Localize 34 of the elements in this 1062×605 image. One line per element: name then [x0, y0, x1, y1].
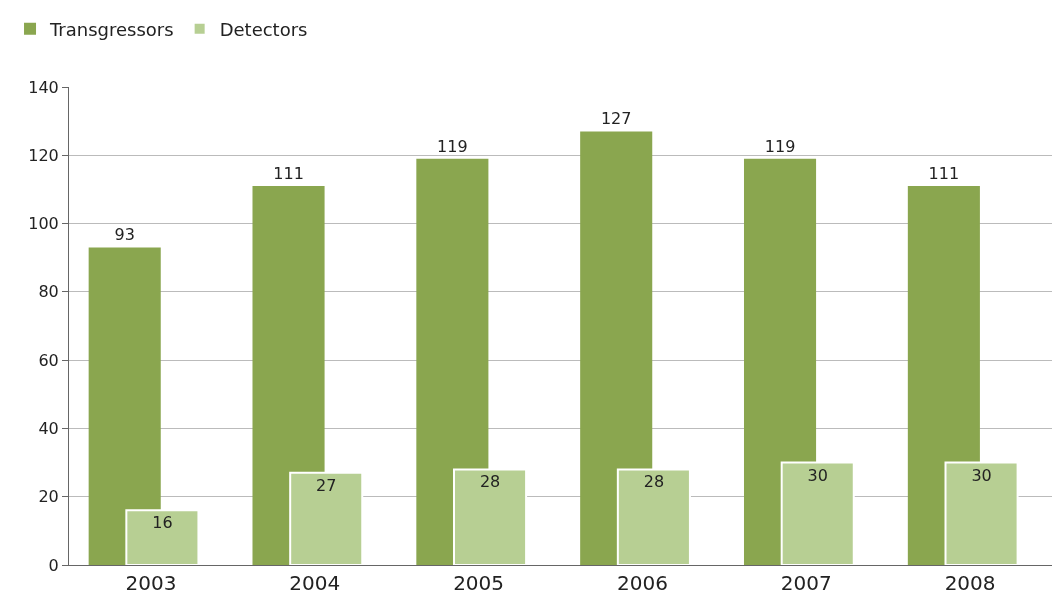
x-tick-label: 2006 [616, 571, 668, 595]
data-label: 111 [273, 164, 304, 184]
bar [453, 468, 528, 565]
y-tick-label: 100 [28, 214, 59, 234]
y-tick-label: 0 [48, 555, 59, 575]
y-tick-label: 140 [28, 77, 59, 97]
y-tick-label: 120 [28, 145, 59, 165]
data-label: 119 [437, 136, 468, 156]
y-tick-label: 20 [38, 487, 59, 507]
data-label: 16 [152, 513, 173, 533]
x-tick-label: 2005 [453, 571, 505, 595]
y-tick-label: 80 [38, 282, 59, 302]
data-label: 30 [971, 465, 992, 485]
data-label: 111 [928, 164, 960, 184]
x-tick-label: 2007 [780, 571, 832, 595]
bar [944, 461, 1019, 565]
data-label: 30 [807, 465, 828, 485]
bar [616, 468, 691, 565]
x-tick-label: 2008 [944, 571, 996, 595]
legend-label: Transgressors [49, 18, 174, 40]
bar [780, 461, 855, 565]
data-label: 127 [600, 109, 632, 129]
y-tick-label: 40 [38, 419, 59, 439]
data-label: 27 [316, 475, 337, 495]
x-tick-label: 2003 [125, 571, 177, 595]
x-tick-label: 2004 [289, 571, 341, 595]
data-label: 28 [479, 472, 501, 492]
legend-label: Detectors [219, 18, 308, 40]
bar [289, 471, 364, 565]
y-tick-label: 60 [38, 350, 59, 370]
data-label: 93 [114, 225, 135, 245]
data-label: 28 [643, 472, 665, 492]
data-label: 119 [764, 136, 796, 156]
bar [125, 509, 200, 565]
